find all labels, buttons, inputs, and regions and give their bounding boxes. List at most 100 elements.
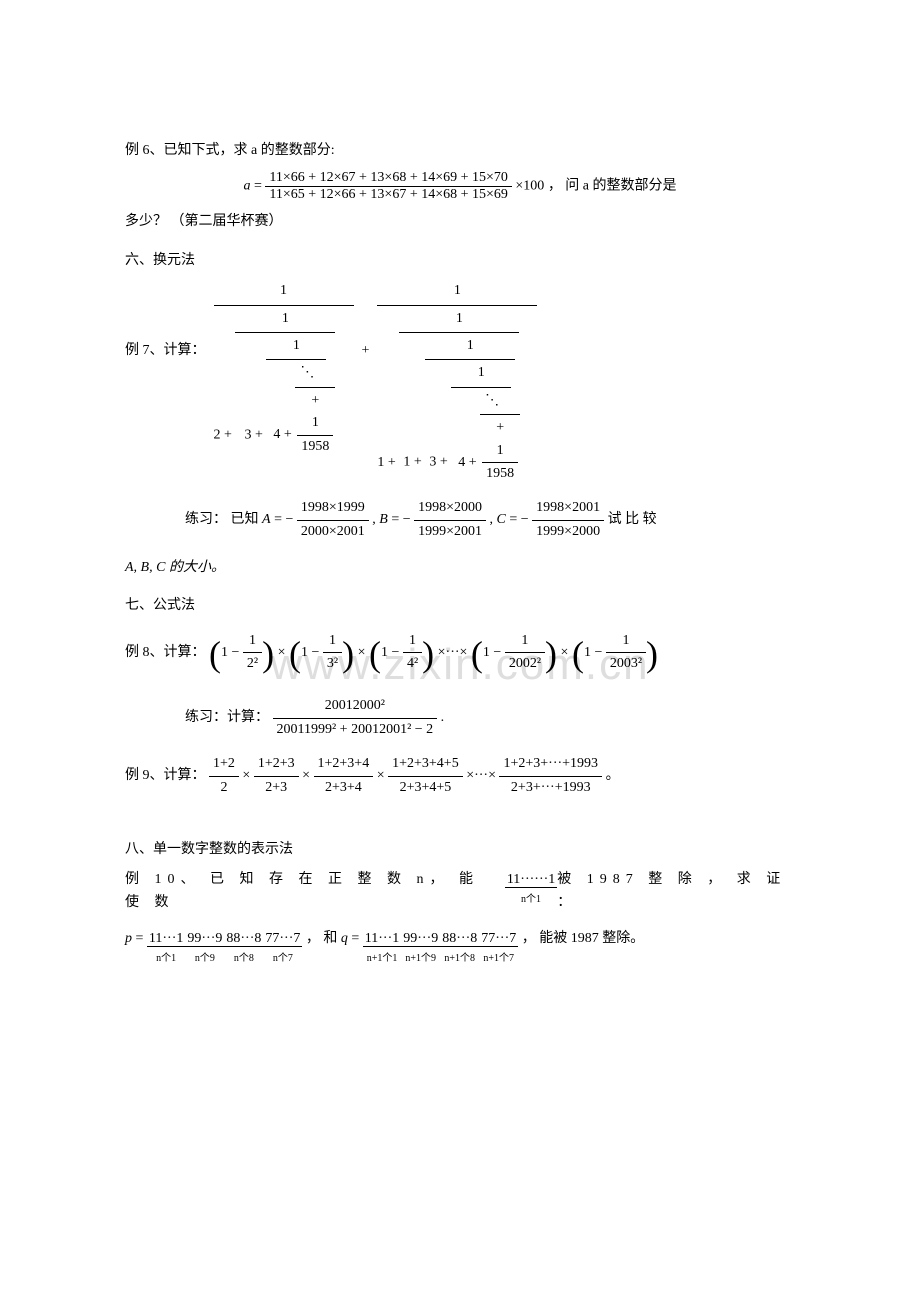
ex9-label: 例 9、计算： bbox=[125, 768, 206, 783]
t4: 1 − bbox=[483, 645, 505, 660]
ex6-q2: 多少？ （第二届华杯赛） bbox=[125, 211, 795, 233]
eq-sign: = bbox=[254, 179, 265, 194]
prac8-den: 20011999² + 20012001² − 2 bbox=[273, 719, 438, 741]
ex10-label: 例 10、 已 知 存 在 正 整 数 n， 能 使 数 bbox=[125, 869, 505, 914]
x2: × bbox=[358, 645, 366, 660]
cfrac-2: 1 1 + 1 1 + 1 3 + 1 4 + ⋱ + 11958 bbox=[377, 280, 537, 485]
t5d: 2003² bbox=[606, 653, 646, 675]
ex8-row: 例 8、计算： (1 − 12²) × (1 − 13²) × (1 − 14²… bbox=[125, 626, 795, 684]
q-u4b: n+1个7 bbox=[479, 951, 518, 967]
A-frac: 1998×1999 2000×2001 bbox=[297, 497, 369, 543]
rp5: ) bbox=[646, 634, 658, 674]
q-u1b: n+1个1 bbox=[363, 951, 401, 967]
q-eq: = bbox=[351, 931, 362, 946]
p-u1: 11···1n个1 bbox=[147, 928, 185, 966]
cfrac-plus: + bbox=[354, 280, 378, 362]
prac8-label: 练习：计算： bbox=[185, 711, 269, 726]
f4d: 2+3+4+5 bbox=[388, 777, 463, 799]
t5: 1 − bbox=[584, 645, 606, 660]
B-frac: 1998×2000 1999×2001 bbox=[414, 497, 486, 543]
x1: × bbox=[278, 645, 286, 660]
ex7-label: 例 7、计算： bbox=[125, 280, 206, 362]
C-frac: 1998×2001 1999×2000 bbox=[532, 497, 604, 543]
f2n: 1+2+3 bbox=[254, 753, 299, 776]
p-u3: 88···8n个8 bbox=[224, 928, 263, 966]
q-u2b: n+1个9 bbox=[401, 951, 440, 967]
p-u3t: 88···8 bbox=[224, 931, 263, 947]
lp2: ( bbox=[289, 634, 301, 674]
ub1-b: n个1 bbox=[505, 892, 557, 908]
abc-line: A, B, C 的大小。 bbox=[125, 557, 795, 579]
p-u2t: 99···9 bbox=[185, 931, 224, 947]
q-u3t: 88···8 bbox=[440, 931, 479, 947]
p-u4: 77···7n个7 bbox=[263, 928, 302, 966]
ex6-q: ， 问 a 的整数部分是 bbox=[548, 179, 677, 194]
t3n: 1 bbox=[403, 630, 422, 653]
B-eq: = − bbox=[391, 512, 410, 527]
t4n: 1 bbox=[505, 630, 545, 653]
p-u2b: n个9 bbox=[185, 951, 224, 967]
abc: A, B, C 的大小。 bbox=[125, 560, 225, 575]
prac8-frac: 20012000² 20011999² + 20012001² − 2 bbox=[273, 695, 438, 741]
f1d: 2 bbox=[209, 777, 239, 799]
t4d: 2002² bbox=[505, 653, 545, 675]
ex9-end: 。 bbox=[606, 768, 620, 783]
ex10-and: ， 和 bbox=[306, 931, 338, 946]
f2d: 2+3 bbox=[254, 777, 299, 799]
ex6-tail: ×100 bbox=[515, 179, 544, 194]
section-6-header: 六、换元法 bbox=[125, 250, 795, 272]
B-num: 1998×2000 bbox=[414, 497, 486, 520]
q-u3: 88···8 n+1个8 bbox=[440, 928, 479, 966]
t2n: 1 bbox=[323, 630, 342, 653]
q-u2t: 99···9 bbox=[401, 931, 440, 947]
ex6-intro: 例 6、已知下式，求 a 的整数部分: bbox=[125, 140, 795, 162]
a-var: a bbox=[243, 179, 250, 194]
lp5: ( bbox=[572, 634, 584, 674]
t2d: 3² bbox=[323, 653, 342, 675]
t5n: 1 bbox=[606, 630, 646, 653]
t3f: 14² bbox=[403, 630, 422, 676]
ex7-practice: 练习： 已知 A = − 1998×1999 2000×2001 , B = −… bbox=[125, 497, 795, 543]
f4n: 1+2+3+4+5 bbox=[388, 753, 463, 776]
f1n: 1+2 bbox=[209, 753, 239, 776]
ex6-den: 11×65 + 12×66 + 13×67 + 14×68 + 15×69 bbox=[265, 187, 512, 203]
f5d: 2+3+···+1993 bbox=[499, 777, 602, 799]
q-u1: 11···1n+1个1 bbox=[363, 928, 401, 966]
section-7-header: 七、公式法 bbox=[125, 595, 795, 617]
ex8-label: 例 8、计算： bbox=[125, 645, 206, 660]
q-u4t: 77···7 bbox=[479, 931, 518, 947]
q-var: q bbox=[341, 931, 348, 946]
q-u3b: n+1个8 bbox=[440, 951, 479, 967]
t1f: 12² bbox=[243, 630, 262, 676]
t1d: 2² bbox=[243, 653, 262, 675]
f5n: 1+2+3+···+1993 bbox=[499, 753, 602, 776]
x93: × bbox=[377, 768, 385, 783]
ex10-tail1: 被 1987 整 除 ， 求 证 ： bbox=[557, 869, 795, 914]
rp1: ) bbox=[262, 634, 274, 674]
ub-111: 11······1 n个1 bbox=[505, 869, 557, 914]
q-u2: 99···9 n+1个9 bbox=[401, 928, 440, 966]
dots9: ×···× bbox=[466, 768, 496, 783]
ex7-row: 例 7、计算： 1 2 + 1 3 + 1 4 + ⋱ + 11958 bbox=[125, 280, 795, 485]
cf2-top: 1 bbox=[377, 280, 537, 302]
A-var: A bbox=[262, 512, 271, 527]
ex6-formula: a = 11×66 + 12×67 + 13×68 + 14×69 + 15×7… bbox=[125, 170, 795, 203]
ex6-fraction: 11×66 + 12×67 + 13×68 + 14×69 + 15×70 11… bbox=[265, 170, 512, 203]
f3d: 2+3+4 bbox=[314, 777, 374, 799]
t3: 1 − bbox=[381, 645, 403, 660]
B-den: 1999×2001 bbox=[414, 521, 486, 543]
f3: 1+2+3+42+3+4 bbox=[314, 753, 374, 799]
t1n: 1 bbox=[243, 630, 262, 653]
f2: 1+2+32+3 bbox=[254, 753, 299, 799]
dots1: ×···× bbox=[438, 645, 468, 660]
cf1-l1: 2 + 1 3 + 1 4 + ⋱ + 11958 bbox=[214, 305, 354, 458]
cfrac-1: 1 2 + 1 3 + 1 4 + ⋱ + 11958 bbox=[214, 280, 354, 458]
x91: × bbox=[242, 768, 250, 783]
rp2: ) bbox=[342, 634, 354, 674]
ex9-row: 例 9、计算： 1+22 × 1+2+32+3 × 1+2+3+42+3+4 ×… bbox=[125, 753, 795, 799]
lp1: ( bbox=[209, 634, 221, 674]
prac8-num: 20012000² bbox=[273, 695, 438, 718]
ex6-num: 11×66 + 12×67 + 13×68 + 14×69 + 15×70 bbox=[265, 170, 512, 187]
cf2-l1: 1 + 1 1 + 1 3 + 1 4 + ⋱ + 11958 bbox=[377, 305, 537, 486]
p-u1b: n个1 bbox=[147, 951, 185, 967]
